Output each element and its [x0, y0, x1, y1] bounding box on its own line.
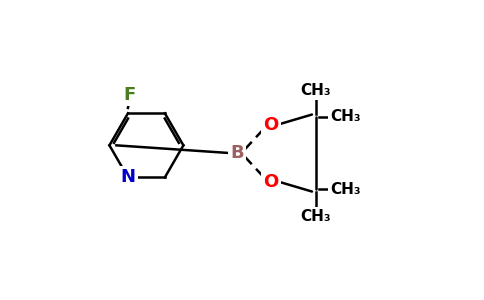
Text: N: N [121, 168, 136, 186]
Text: O: O [263, 116, 279, 134]
Text: CH₃: CH₃ [330, 182, 361, 197]
Text: B: B [230, 144, 244, 162]
Text: CH₃: CH₃ [301, 209, 331, 224]
Text: F: F [123, 86, 136, 104]
Text: O: O [263, 172, 279, 190]
Text: CH₃: CH₃ [301, 83, 331, 98]
Text: CH₃: CH₃ [330, 109, 361, 124]
